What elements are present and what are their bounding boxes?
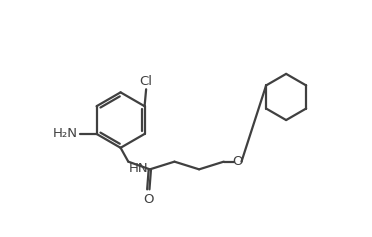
Text: O: O <box>143 193 154 206</box>
Text: O: O <box>232 155 243 168</box>
Text: H₂N: H₂N <box>53 128 78 141</box>
Text: Cl: Cl <box>140 75 153 88</box>
Text: HN: HN <box>129 162 149 175</box>
